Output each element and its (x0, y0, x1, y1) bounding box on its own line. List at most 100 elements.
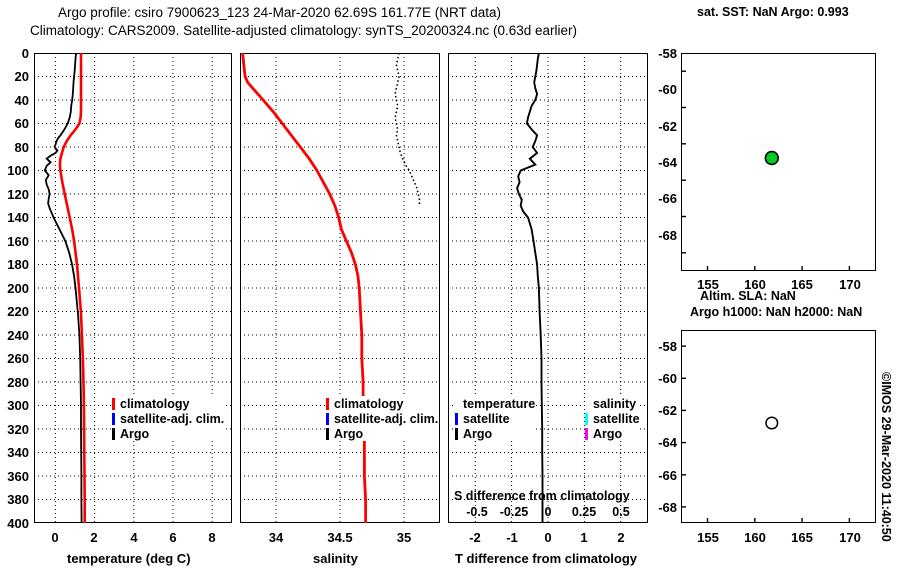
map-top-subtitle: Altim. SLA: NaN (700, 289, 796, 303)
temperature-ytick-200: 200 (7, 281, 29, 296)
legend-swatch-temperature-argo (455, 427, 458, 440)
salinity-xtick-35: 35 (396, 530, 412, 545)
legend-swatch-climatology (112, 397, 115, 410)
copyright-label: ©IMOS 29-Mar-2020 11:40:50 (879, 372, 893, 542)
temperature-ytick-380: 380 (7, 492, 29, 507)
legend-item-salinity-argo: Argo (585, 426, 640, 441)
legend-label-temperature-argo: Argo (463, 426, 493, 441)
salinity-axis-label: salinity (313, 551, 358, 566)
legend-label-temperature-satellite: satellite (463, 411, 510, 426)
temperature-ytick-280: 280 (7, 375, 29, 390)
legend-swatch-temperature-satellite (455, 412, 458, 425)
legend-label-salinity-satellite: satellite (593, 411, 640, 426)
temperature-climatology-line (58, 53, 87, 523)
difference-axis-label-bottom: T difference from climatology (455, 551, 638, 566)
map-bottom-ytick--68: -68 (658, 500, 677, 515)
title-line-1: Argo profile: csiro 7900623_123 24-Mar-2… (58, 5, 502, 20)
map-bottom-frame (681, 330, 876, 523)
difference-plot-canvas (448, 53, 648, 523)
difference-xtick-top-0-25: 0.25 (571, 505, 597, 519)
legend-label-salinity-header: salinity (593, 396, 637, 411)
legend-item-temperature-satellite: satellite (455, 411, 535, 426)
legend-label-climatology-salinity: climatology (334, 396, 404, 411)
map-bottom-ytick--62: -62 (658, 403, 677, 418)
map-top-title: sat. SST: NaN Argo: 0.993 (697, 5, 849, 19)
legend-label-climatology: climatology (120, 396, 190, 411)
salinity-xtick-34-5: 34.5 (327, 530, 353, 545)
difference-axis-label-top: S difference from climatology (454, 489, 630, 503)
map-bottom-ytick--64: -64 (658, 435, 677, 450)
legend-item-argo: Argo (112, 426, 224, 441)
map-bottom-ytick--58: -58 (658, 339, 677, 354)
map-top-ytick--64: -64 (658, 155, 677, 170)
difference-xtick-bottom-2: 2 (617, 530, 625, 545)
temperature-ytick-300: 300 (7, 398, 29, 413)
difference-xtick-top-0: 0 (544, 505, 552, 519)
temperature-ytick-40: 40 (14, 93, 29, 108)
temperature-axis-label: temperature (deg C) (67, 551, 191, 566)
difference-xtick-bottom--2: -2 (469, 530, 481, 545)
difference-argo-line (516, 53, 544, 523)
map-bottom-marker (765, 416, 779, 430)
temperature-ytick-140: 140 (7, 210, 29, 225)
legend-header-temperature: temperature (455, 396, 535, 411)
temperature-xtick-4: 4 (130, 530, 138, 545)
map-top-canvas (681, 70, 851, 271)
difference-legend-salinity: salinity satellite Argo (585, 396, 640, 441)
temperature-xtick-2: 2 (90, 530, 98, 545)
temperature-xtick-8: 8 (208, 530, 216, 545)
legend-label-argo: Argo (120, 426, 150, 441)
temperature-ytick-80: 80 (14, 140, 29, 155)
temperature-ytick-60: 60 (14, 116, 29, 131)
map-bottom-ytick--60: -60 (658, 371, 677, 386)
difference-xtick-bottom-0: 0 (544, 530, 552, 545)
legend-label-satellite-adj: satellite-adj. clim. (120, 411, 225, 426)
legend-swatch-climatology-salinity (326, 397, 329, 410)
difference-xtick-bottom--1: -1 (506, 530, 518, 545)
difference-xtick-top--0-25: -0.25 (499, 505, 529, 519)
map-bottom-title: Argo h1000: NaN h2000: NaN (690, 305, 863, 319)
map-top-frame (681, 53, 876, 271)
map-top-ytick--62: -62 (658, 119, 677, 134)
legend-swatch-salinity-satellite (585, 412, 588, 425)
difference-xtick-top--0-5: -0.5 (466, 505, 488, 519)
temperature-ytick-0: 0 (21, 46, 29, 61)
legend-item-satellite-adj: satellite-adj. clim. (112, 411, 224, 426)
difference-legend-temperature: temperature satellite Argo (455, 396, 536, 441)
temperature-ytick-100: 100 (7, 163, 29, 178)
legend-label-temperature-header: temperature (463, 396, 536, 411)
map-top-marker (764, 150, 780, 166)
legend-label-salinity-argo: Argo (593, 426, 623, 441)
temperature-xtick-0: 0 (51, 530, 59, 545)
map-top-ytick--68: -68 (658, 228, 677, 243)
salinity-legend: climatology satellite-adj. clim. Argo (326, 396, 439, 441)
legend-item-satellite-adj-salinity: satellite-adj. clim. (326, 411, 438, 426)
difference-xtick-bottom-1: 1 (580, 530, 588, 545)
legend-item-salinity-satellite: satellite (585, 411, 640, 426)
legend-label-argo-salinity: Argo (334, 426, 364, 441)
legend-swatch-argo (112, 427, 115, 440)
legend-swatch-satellite-adj (112, 412, 115, 425)
temperature-plot-canvas (34, 53, 232, 523)
difference-xtick-top-0-5: 0.5 (612, 505, 630, 519)
temperature-ytick-400: 400 (7, 516, 29, 531)
legend-item-climatology-salinity: climatology (326, 396, 438, 411)
temperature-ytick-240: 240 (7, 328, 29, 343)
temperature-xtick-6: 6 (169, 530, 177, 545)
map-top-ytick--58: -58 (658, 46, 677, 61)
temperature-ytick-340: 340 (7, 445, 29, 460)
salinity-argo-line (394, 53, 421, 206)
map-bottom-xtick-155: 155 (697, 530, 719, 545)
legend-item-temperature-argo: Argo (455, 426, 535, 441)
map-bottom-xtick-165: 165 (791, 530, 813, 545)
map-top-xtick-155: 155 (697, 277, 719, 292)
legend-swatch-argo-salinity (326, 427, 329, 440)
legend-item-argo-salinity: Argo (326, 426, 438, 441)
temperature-legend: climatology satellite-adj. clim. Argo (112, 396, 225, 441)
map-bottom-xtick-170: 170 (839, 530, 861, 545)
temperature-ytick-360: 360 (7, 469, 29, 484)
temperature-ytick-320: 320 (7, 422, 29, 437)
legend-header-salinity: salinity (585, 396, 640, 411)
legend-swatch-satellite-adj-salinity (326, 412, 329, 425)
map-bottom-xtick-160: 160 (744, 530, 766, 545)
